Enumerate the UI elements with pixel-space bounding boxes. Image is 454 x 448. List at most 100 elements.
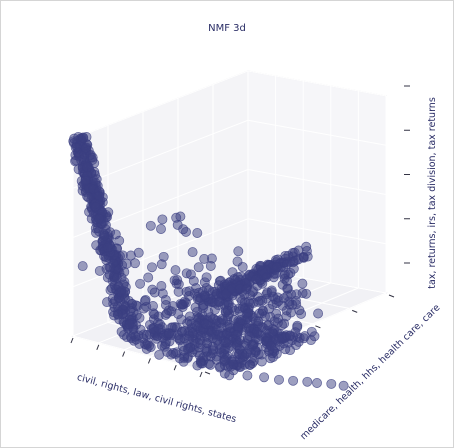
- data-point: [138, 333, 149, 344]
- data-point: [313, 308, 324, 319]
- data-point: [266, 287, 277, 298]
- data-point: [301, 288, 312, 299]
- data-point: [187, 247, 198, 258]
- data-point: [160, 309, 171, 320]
- outlier-point-0: [242, 370, 253, 381]
- x-tick-4: [173, 365, 177, 371]
- data-point: [119, 293, 130, 304]
- data-point: [255, 260, 266, 271]
- data-point: [284, 299, 295, 310]
- data-point: [182, 344, 193, 355]
- outlier-point-1: [259, 372, 270, 383]
- data-point: [271, 262, 282, 272]
- data-point: [235, 335, 246, 345]
- data-points: [68, 131, 349, 391]
- data-point: [170, 348, 181, 359]
- data-point: [80, 175, 91, 186]
- data-point: [282, 290, 293, 301]
- data-point: [281, 259, 292, 270]
- y-tick-5: [388, 294, 395, 298]
- data-point: [193, 262, 204, 273]
- data-point: [286, 307, 296, 318]
- data-point: [160, 339, 171, 350]
- data-point: [299, 331, 310, 342]
- y-tick-4: [352, 309, 358, 313]
- data-point: [173, 309, 184, 319]
- x-tick-1: [96, 344, 100, 350]
- data-point: [87, 152, 98, 163]
- y-axis-label: medicare, health, hhs, health care, care: [298, 302, 442, 442]
- data-point: [173, 333, 184, 344]
- data-point: [178, 224, 189, 235]
- data-point: [228, 359, 239, 370]
- data-point: [192, 360, 203, 371]
- data-point: [205, 351, 216, 362]
- x-tick-2: [122, 351, 126, 357]
- data-point: [83, 192, 94, 203]
- data-point: [232, 348, 243, 359]
- data-point: [293, 254, 304, 265]
- data-point: [192, 321, 202, 332]
- y-tick-3: [315, 325, 321, 329]
- data-point: [80, 143, 91, 154]
- data-point: [163, 328, 174, 339]
- data-point: [237, 261, 248, 272]
- x-tick-5: [199, 371, 203, 378]
- data-point: [184, 291, 194, 301]
- wall-grid-z-2: [72, 168, 387, 238]
- data-point: [221, 337, 232, 348]
- data-point: [82, 162, 92, 173]
- data-point: [179, 352, 190, 363]
- data-point: [205, 261, 216, 271]
- data-point: [170, 265, 181, 276]
- data-point: [241, 284, 252, 295]
- data-point: [102, 242, 113, 253]
- data-point: [229, 274, 240, 284]
- data-point: [182, 318, 193, 329]
- data-point: [111, 272, 122, 283]
- data-point: [271, 308, 282, 319]
- data-point: [224, 370, 235, 381]
- data-point: [285, 268, 296, 278]
- outlier-point-2: [274, 374, 284, 385]
- outlier-point-7: [338, 380, 349, 391]
- data-point: [102, 297, 112, 308]
- outlier-point-4: [302, 376, 313, 387]
- data-point: [261, 272, 272, 283]
- data-point: [192, 306, 203, 317]
- data-point: [153, 323, 164, 334]
- data-point: [133, 247, 144, 258]
- data-point: [121, 258, 132, 269]
- data-point: [77, 261, 88, 272]
- data-point: [265, 340, 276, 351]
- data-point: [284, 330, 295, 341]
- data-point: [135, 278, 146, 289]
- data-point: [69, 133, 80, 144]
- data-point: [135, 324, 146, 335]
- data-point: [205, 359, 216, 370]
- outlier-point-3: [288, 375, 299, 386]
- data-point: [219, 299, 230, 310]
- data-point: [109, 310, 120, 321]
- data-point: [139, 296, 150, 306]
- data-point: [151, 333, 162, 344]
- data-point: [181, 268, 192, 279]
- data-point: [252, 326, 262, 337]
- data-point: [143, 272, 154, 283]
- data-point: [197, 286, 208, 297]
- data-point: [256, 349, 267, 360]
- wall-grid-z-4: [72, 70, 387, 140]
- data-point: [132, 301, 143, 312]
- chart-title: NMF 3d: [208, 23, 246, 34]
- data-point: [233, 246, 244, 257]
- data-point: [236, 315, 247, 326]
- data-point: [78, 133, 89, 144]
- data-point: [124, 319, 135, 330]
- data-point: [158, 251, 169, 262]
- data-point: [90, 201, 101, 212]
- data-point: [145, 220, 156, 231]
- data-point: [70, 142, 81, 153]
- data-point: [264, 303, 275, 314]
- data-point: [160, 300, 171, 310]
